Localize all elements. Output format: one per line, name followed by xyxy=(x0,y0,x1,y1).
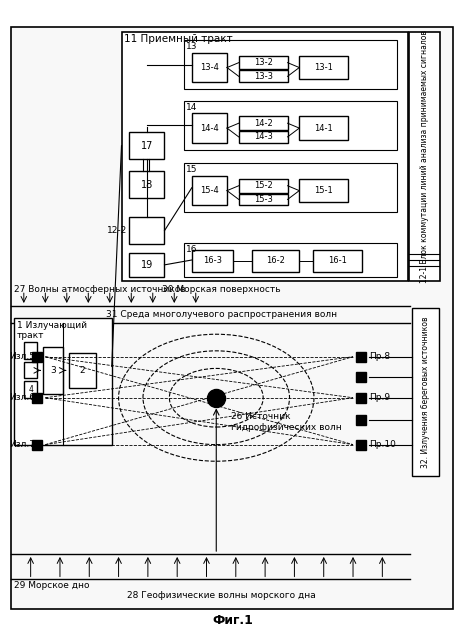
Bar xyxy=(408,33,439,280)
Bar xyxy=(238,116,287,130)
Bar xyxy=(299,116,347,140)
Text: 1 Излучающий
тракт: 1 Излучающий тракт xyxy=(17,321,87,340)
Text: 15-2: 15-2 xyxy=(253,181,272,190)
Text: 14-2: 14-2 xyxy=(253,119,272,128)
Bar xyxy=(184,40,396,89)
Bar xyxy=(191,176,226,205)
Text: 27 Волны атмосферных источников: 27 Волны атмосферных источников xyxy=(14,285,185,294)
Bar xyxy=(24,362,38,378)
Bar xyxy=(191,250,232,272)
Bar xyxy=(238,131,287,143)
Text: 16: 16 xyxy=(186,245,197,254)
Text: 14-4: 14-4 xyxy=(200,124,219,132)
Text: 13: 13 xyxy=(186,42,197,51)
Text: 3: 3 xyxy=(50,366,56,375)
Bar xyxy=(191,53,226,82)
Text: 16-1: 16-1 xyxy=(327,257,346,266)
Bar xyxy=(411,308,438,476)
Text: 12-1 Блок коммутации линий анализа принимаемых сигналов: 12-1 Блок коммутации линий анализа прини… xyxy=(419,30,428,283)
Text: 29 Морское дно: 29 Морское дно xyxy=(14,581,89,590)
Text: 13-1: 13-1 xyxy=(313,63,332,72)
Text: 17: 17 xyxy=(140,141,153,150)
Bar xyxy=(129,253,164,276)
Text: Пр.8: Пр.8 xyxy=(368,352,389,361)
Bar xyxy=(299,179,347,202)
Text: Изл.5: Изл.5 xyxy=(10,352,36,361)
Text: 13-3: 13-3 xyxy=(253,72,272,81)
Text: 30 Морская поверхность: 30 Морская поверхность xyxy=(162,285,280,294)
Text: 14-1: 14-1 xyxy=(313,124,332,132)
Bar xyxy=(191,113,226,143)
Bar xyxy=(129,217,164,244)
Bar xyxy=(238,193,287,205)
Text: 4: 4 xyxy=(28,385,33,394)
Bar xyxy=(184,163,396,212)
Text: Пр.9: Пр.9 xyxy=(368,393,389,402)
Bar xyxy=(121,33,407,280)
Text: Изл.7: Изл.7 xyxy=(10,440,36,449)
Text: 13-4: 13-4 xyxy=(200,63,219,72)
Text: Изл.6: Изл.6 xyxy=(10,393,36,402)
Bar xyxy=(24,381,38,397)
Text: 31 Среда многолучевого распространения волн: 31 Среда многолучевого распространения в… xyxy=(106,310,336,319)
Text: 28 Геофизические волны морского дна: 28 Геофизические волны морского дна xyxy=(126,591,315,600)
Bar xyxy=(11,306,409,323)
Bar xyxy=(129,171,164,198)
Bar xyxy=(43,347,63,394)
Text: 16-2: 16-2 xyxy=(266,257,285,266)
Text: 15-4: 15-4 xyxy=(200,186,219,195)
Bar xyxy=(24,342,38,358)
Text: 15-1: 15-1 xyxy=(313,186,332,195)
Text: 26 Источник
гидрофизических волн: 26 Источник гидрофизических волн xyxy=(231,412,341,432)
Bar xyxy=(14,317,112,445)
Text: Фиг.1: Фиг.1 xyxy=(212,614,253,627)
Bar xyxy=(238,56,287,70)
Text: 11 Приемный тракт: 11 Приемный тракт xyxy=(124,35,232,44)
Text: 13-2: 13-2 xyxy=(253,58,272,67)
Bar xyxy=(184,243,396,276)
Bar xyxy=(238,70,287,82)
Text: 14: 14 xyxy=(186,102,197,112)
Text: 19: 19 xyxy=(140,260,153,270)
Text: 16-3: 16-3 xyxy=(202,257,221,266)
Text: 12-2: 12-2 xyxy=(107,226,127,235)
Bar xyxy=(313,250,361,272)
Bar xyxy=(238,179,287,193)
Text: 2: 2 xyxy=(80,366,85,375)
Text: 32. Излучения береговых источников: 32. Излучения береговых источников xyxy=(420,316,429,468)
Text: Пр.10: Пр.10 xyxy=(368,440,394,449)
Bar xyxy=(129,132,164,159)
Text: 15: 15 xyxy=(186,165,197,174)
Bar xyxy=(299,56,347,79)
Text: 15-3: 15-3 xyxy=(253,195,272,204)
Text: 18: 18 xyxy=(140,180,153,190)
Bar xyxy=(252,250,299,272)
Bar xyxy=(184,100,396,150)
Bar xyxy=(11,554,409,579)
Bar xyxy=(69,353,96,388)
Text: 14-3: 14-3 xyxy=(253,132,272,141)
